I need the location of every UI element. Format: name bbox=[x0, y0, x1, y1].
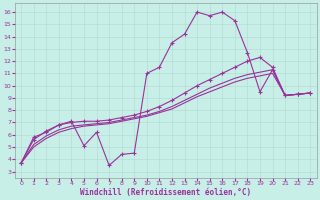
X-axis label: Windchill (Refroidissement éolien,°C): Windchill (Refroidissement éolien,°C) bbox=[80, 188, 251, 197]
